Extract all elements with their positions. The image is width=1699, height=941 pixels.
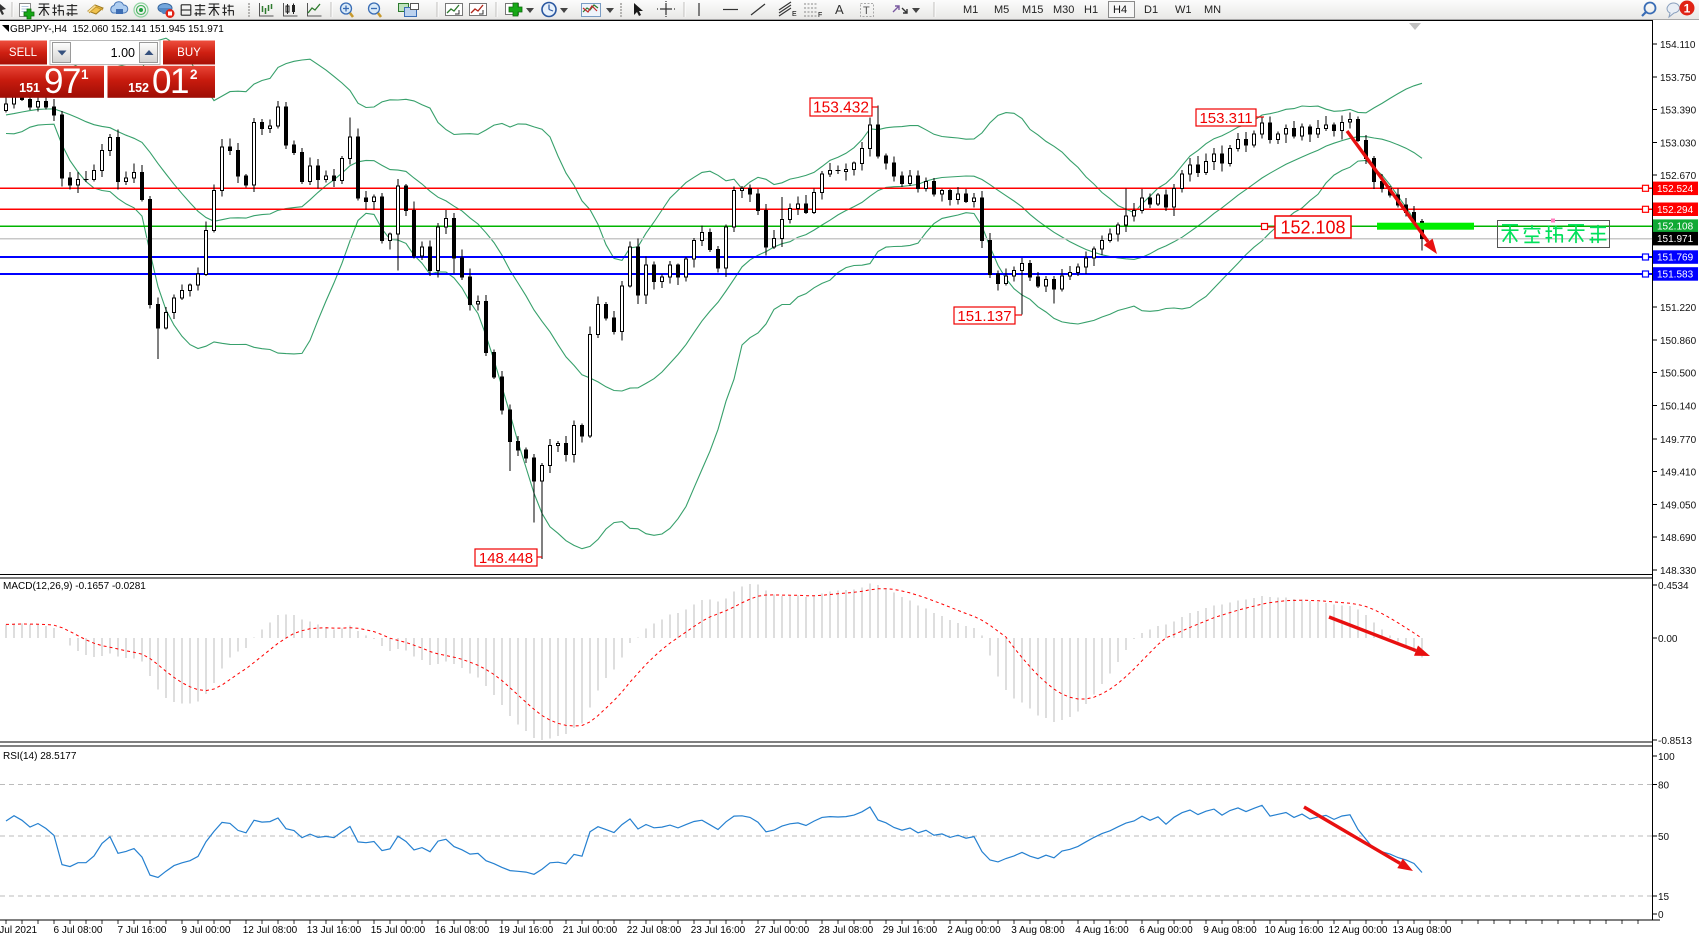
svg-text:12 Jul 08:00: 12 Jul 08:00 xyxy=(243,925,298,936)
svg-text:0.00: 0.00 xyxy=(1658,634,1678,645)
svg-text:151.971: 151.971 xyxy=(1657,234,1694,245)
svg-text:21 Jul 00:00: 21 Jul 00:00 xyxy=(563,925,618,936)
svg-text:100: 100 xyxy=(1658,752,1675,763)
svg-text:152.294: 152.294 xyxy=(1657,205,1694,216)
svg-text:4 Aug 16:00: 4 Aug 16:00 xyxy=(1075,925,1129,936)
svg-text:152.524: 152.524 xyxy=(1657,184,1694,195)
svg-text:T: T xyxy=(863,5,870,17)
svg-text:GBPJPY-,H4 152.060 152.141 15: GBPJPY-,H4 152.060 152.141 151.945 151.9… xyxy=(10,24,224,35)
svg-text:149.770: 149.770 xyxy=(1660,435,1697,446)
svg-text:80: 80 xyxy=(1658,780,1670,791)
svg-text:2: 2 xyxy=(190,67,198,82)
svg-text:H1: H1 xyxy=(1084,4,1098,16)
svg-text:1.00: 1.00 xyxy=(111,46,135,60)
svg-text:151: 151 xyxy=(19,81,40,95)
svg-text:M15: M15 xyxy=(1022,4,1043,16)
svg-text:W1: W1 xyxy=(1175,4,1192,16)
svg-text:150.860: 150.860 xyxy=(1660,336,1697,347)
svg-text:27 Jul 00:00: 27 Jul 00:00 xyxy=(755,925,810,936)
svg-text:12 Aug 00:00: 12 Aug 00:00 xyxy=(1329,925,1388,936)
svg-text:D1: D1 xyxy=(1144,4,1158,16)
svg-text:149.050: 149.050 xyxy=(1660,501,1697,512)
svg-text:97: 97 xyxy=(44,62,80,101)
svg-text:19 Jul 16:00: 19 Jul 16:00 xyxy=(499,925,554,936)
svg-text:3 Aug 08:00: 3 Aug 08:00 xyxy=(1011,925,1065,936)
svg-text:M5: M5 xyxy=(994,4,1009,16)
svg-text:153.750: 153.750 xyxy=(1660,73,1697,84)
svg-text:22 Jul 08:00: 22 Jul 08:00 xyxy=(627,925,682,936)
svg-text:152: 152 xyxy=(128,81,149,95)
svg-text:F: F xyxy=(818,12,822,19)
svg-text:148.448: 148.448 xyxy=(479,550,533,567)
svg-text:153.030: 153.030 xyxy=(1660,138,1697,149)
svg-text:152.108: 152.108 xyxy=(1280,218,1345,238)
svg-text:148.690: 148.690 xyxy=(1660,533,1697,544)
svg-text:E: E xyxy=(792,11,797,18)
svg-text:RSI(14) 28.5177: RSI(14) 28.5177 xyxy=(3,751,77,762)
svg-text:152.108: 152.108 xyxy=(1657,222,1694,233)
svg-text:13 Jul 16:00: 13 Jul 16:00 xyxy=(307,925,362,936)
svg-text:153.311: 153.311 xyxy=(1199,110,1252,127)
svg-text:5 Jul 2021: 5 Jul 2021 xyxy=(0,925,38,936)
svg-text:148.330: 148.330 xyxy=(1660,566,1697,577)
svg-text:149.410: 149.410 xyxy=(1660,468,1697,479)
svg-text:01: 01 xyxy=(152,62,188,101)
svg-text:50: 50 xyxy=(1658,832,1670,843)
svg-text:M30: M30 xyxy=(1053,4,1074,16)
svg-text:29 Jul 16:00: 29 Jul 16:00 xyxy=(883,925,938,936)
svg-text:A: A xyxy=(835,2,844,17)
svg-text:6 Jul 08:00: 6 Jul 08:00 xyxy=(54,925,103,936)
svg-text:151.769: 151.769 xyxy=(1657,253,1694,264)
svg-text:H4: H4 xyxy=(1113,4,1127,16)
svg-text:151.220: 151.220 xyxy=(1660,303,1697,314)
svg-text:SELL: SELL xyxy=(9,47,38,59)
svg-text:150.140: 150.140 xyxy=(1660,401,1697,412)
svg-text:MN: MN xyxy=(1204,4,1221,16)
svg-text:0.4534: 0.4534 xyxy=(1658,581,1689,592)
svg-text:153.390: 153.390 xyxy=(1660,106,1697,117)
svg-text:7 Jul 16:00: 7 Jul 16:00 xyxy=(118,925,167,936)
svg-text:MACD(12,26,9) -0.1657 -0.0281: MACD(12,26,9) -0.1657 -0.0281 xyxy=(3,581,146,592)
svg-text:15: 15 xyxy=(1658,892,1670,903)
svg-text:152.670: 152.670 xyxy=(1660,171,1697,182)
svg-text:150.500: 150.500 xyxy=(1660,369,1697,380)
svg-text:15 Jul 00:00: 15 Jul 00:00 xyxy=(371,925,426,936)
svg-text:2 Aug 00:00: 2 Aug 00:00 xyxy=(947,925,1001,936)
svg-text:151.583: 151.583 xyxy=(1657,270,1694,281)
svg-text:153.432: 153.432 xyxy=(813,100,869,117)
svg-text:0: 0 xyxy=(1658,910,1664,921)
svg-text:151.137: 151.137 xyxy=(957,308,1011,325)
svg-text:16 Jul 08:00: 16 Jul 08:00 xyxy=(435,925,490,936)
svg-text:1: 1 xyxy=(1684,2,1691,16)
svg-text:BUY: BUY xyxy=(177,47,201,59)
svg-text:10 Aug 16:00: 10 Aug 16:00 xyxy=(1265,925,1324,936)
svg-text:9 Jul 00:00: 9 Jul 00:00 xyxy=(182,925,231,936)
svg-text:M1: M1 xyxy=(963,4,978,16)
svg-text:-0.8513: -0.8513 xyxy=(1658,736,1692,747)
svg-text:23 Jul 16:00: 23 Jul 16:00 xyxy=(691,925,746,936)
svg-text:28 Jul 08:00: 28 Jul 08:00 xyxy=(819,925,874,936)
svg-text:6 Aug 00:00: 6 Aug 00:00 xyxy=(1139,925,1193,936)
svg-text:9 Aug 08:00: 9 Aug 08:00 xyxy=(1203,925,1257,936)
svg-text:1: 1 xyxy=(81,67,89,82)
svg-text:13 Aug 08:00: 13 Aug 08:00 xyxy=(1393,925,1452,936)
svg-text:154.110: 154.110 xyxy=(1660,40,1696,51)
